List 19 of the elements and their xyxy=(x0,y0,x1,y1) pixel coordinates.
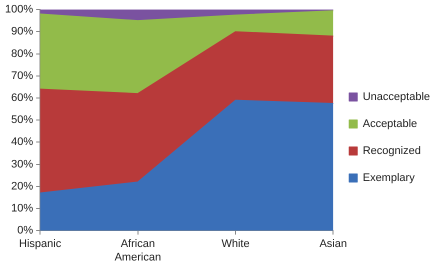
legend-label: Acceptable xyxy=(362,118,418,130)
x-tick-label: Asian xyxy=(319,238,347,250)
y-tick-label: 50% xyxy=(11,114,34,126)
x-tick-label: Hispanic xyxy=(19,238,62,250)
y-tick-label: 90% xyxy=(11,26,34,38)
legend-label: Recognized xyxy=(362,145,421,158)
y-tick-label: 60% xyxy=(11,92,34,104)
y-tick-label: 20% xyxy=(11,180,34,192)
y-tick-label: 40% xyxy=(11,136,34,148)
y-tick-label: 30% xyxy=(11,158,34,170)
x-tick-label: White xyxy=(221,238,250,250)
y-tick-label: 0% xyxy=(17,224,34,237)
y-tick-label: 80% xyxy=(11,48,34,60)
y-tick-label: 70% xyxy=(11,70,34,82)
legend-label: Exemplary xyxy=(362,172,416,184)
y-tick-label: 100% xyxy=(4,4,34,16)
x-tick-label: African American xyxy=(114,238,162,264)
legend-label: Unacceptable xyxy=(362,91,430,104)
y-tick-label: 10% xyxy=(11,202,34,215)
